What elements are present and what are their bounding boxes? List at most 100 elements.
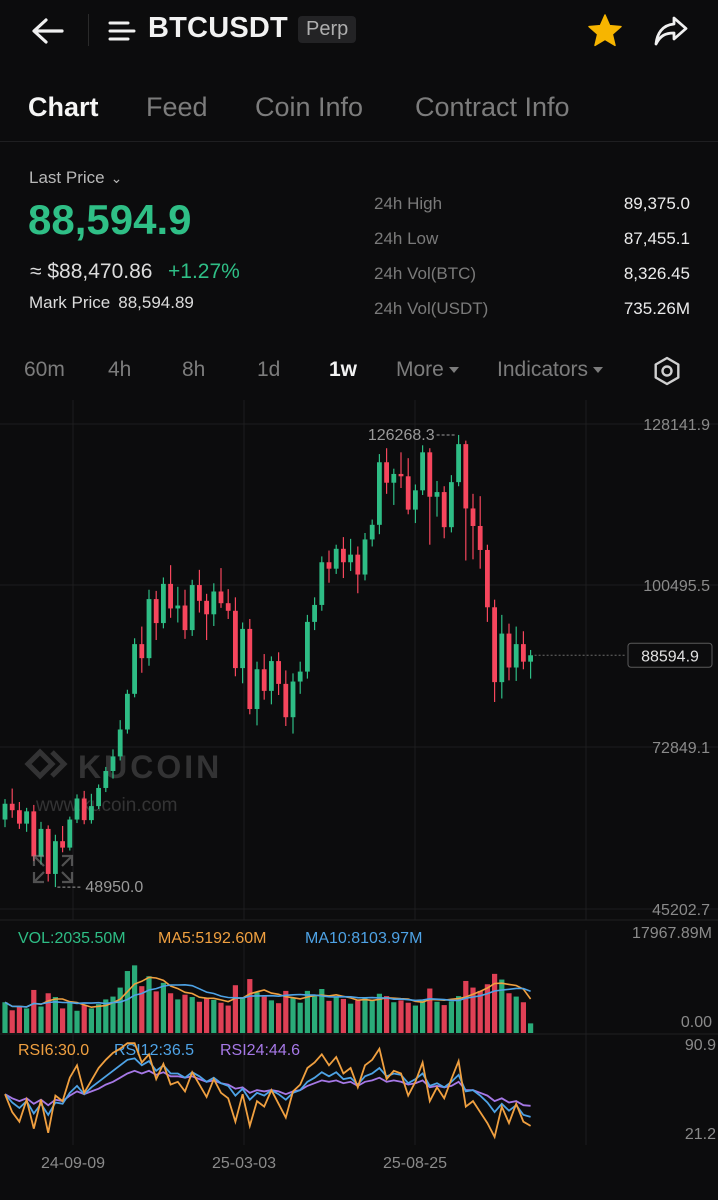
menu-lines-icon[interactable] [108,18,136,44]
candle-body [398,473,404,477]
watermark-url: www.kucoin.com [35,795,178,816]
tab-contract-info[interactable]: Contract Info [415,92,570,122]
volume-bar [16,1006,22,1033]
rsi12-label: RSI12:36.5 [114,1042,194,1059]
stat-label: 24h High [374,194,443,213]
stat-row: 24h Vol(BTC) 8,326.45 [374,260,690,295]
volume-bar [312,996,318,1033]
volume-bar [448,1001,454,1033]
volume-bar [81,1005,87,1033]
volume-bar [384,996,390,1033]
volume-bar [333,997,339,1033]
candle-body [319,562,325,605]
volume-bar [52,997,58,1033]
volume-bar [31,989,37,1033]
candle-body [326,562,332,569]
volume-bar [196,1001,202,1033]
volume-bar [146,976,152,1033]
volume-bar [254,992,260,1033]
arrow-left-icon[interactable] [28,14,68,48]
stat-label: 24h Vol(BTC) [374,264,477,283]
rsi-axis-max: 90.9 [685,1037,716,1054]
caret-down-icon [448,367,459,374]
volume-bar [218,1002,224,1033]
settings-gear-icon[interactable] [652,356,682,386]
last-price-selector[interactable]: Last Price ⌄ [29,168,122,188]
price-axis-tick: 72849.1 [652,740,710,757]
stat-label: 24h Vol(USDT) [374,299,489,318]
candle-body [81,798,87,821]
candle-body [413,490,418,510]
volume-bar [160,982,166,1033]
interval-1d[interactable]: 1d [257,358,281,381]
candles [2,434,533,888]
volume-bar [110,996,116,1033]
expand-icon[interactable] [32,854,74,884]
price-markers: 126268.3 48950.0 88594.9 [57,427,713,896]
header-divider [88,14,89,46]
more-label: More [396,358,444,381]
volume-bar [175,999,181,1033]
volume-bar [376,993,382,1033]
interval-1w[interactable]: 1w [329,358,358,381]
volume-bar [528,1023,534,1033]
volume-bar [132,965,138,1033]
volume-bar [139,986,145,1033]
volume-bar [492,973,498,1033]
interval-bar: 60m 4h 8h 1d 1w More Indicators [0,352,718,390]
caret-down-icon [593,367,604,374]
volume-bar [297,1002,303,1033]
mark-price: Mark Price 88,594.89 [29,293,194,313]
volume-bar [60,1008,66,1033]
candle-body [506,633,512,668]
volume-axis-min: 0.00 [681,1014,712,1031]
tab-feed[interactable]: Feed [146,92,208,122]
rsi24-label: RSI24:44.6 [220,1042,300,1059]
candle-body [434,492,440,497]
volume-bar [340,998,346,1033]
volume-bar [441,1005,447,1033]
tab-coin-info[interactable]: Coin Info [255,92,364,122]
indicators-dropdown[interactable]: Indicators [497,358,604,382]
candle-body [283,683,289,718]
volume-bar [268,1000,274,1033]
candle-body [103,771,109,788]
volume-bar [456,996,462,1033]
candle-body [146,599,152,659]
volume-bar [96,1004,102,1033]
stat-value: 89,375.0 [623,194,690,213]
candle-body [521,644,526,662]
candle-body [269,661,274,691]
share-icon[interactable] [652,12,690,50]
candle-body [204,600,209,615]
candle-body [384,462,389,483]
volume-bar [427,988,433,1033]
volume-bar [398,1000,404,1033]
price-chart[interactable]: KUCOIN www.kucoin.com 126268.3 48950.0 8… [0,400,718,1200]
price-axis-tick: 45202.7 [652,902,710,919]
volume-bar [88,1008,94,1033]
more-dropdown[interactable]: More [396,358,459,382]
last-price-tag: 88594.9 [641,648,699,665]
candle-body [420,452,425,491]
volume-bar [369,1000,375,1033]
candle-body [456,444,461,483]
volume-bar [38,1006,44,1033]
volume-ma10-label: MA10:8103.97M [305,930,422,947]
star-icon[interactable] [586,12,624,50]
candle-body [528,655,533,662]
interval-60m[interactable]: 60m [24,358,65,381]
chevron-down-icon: ⌄ [110,170,123,186]
candle-body [247,628,253,710]
candle-body [391,473,397,483]
symbol-title[interactable]: BTCUSDT [148,12,288,44]
candle-body [45,828,51,874]
interval-8h[interactable]: 8h [182,358,206,381]
price-axis: 128141.9 100495.5 72849.1 45202.7 [643,417,710,919]
interval-4h[interactable]: 4h [108,358,132,381]
volume-bar [326,1000,332,1033]
candle-body [463,444,469,509]
candle-body [117,729,123,757]
tab-chart[interactable]: Chart [28,92,99,122]
stat-row: 24h High 89,375.0 [374,190,690,225]
